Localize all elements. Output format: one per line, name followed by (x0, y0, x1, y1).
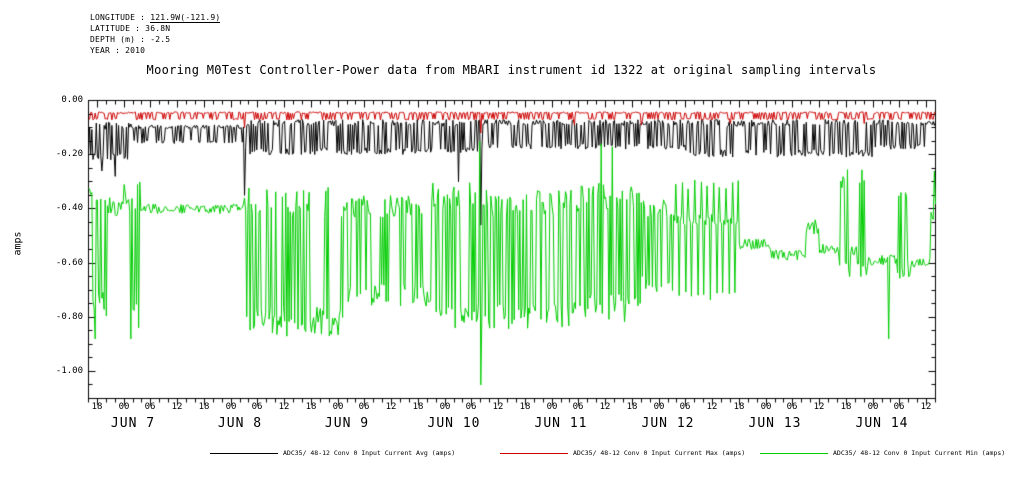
x-tick-label: 12 (599, 402, 611, 412)
legend-label-max: ADC35/ 48-12 Conv 0 Input Current Max (a… (573, 449, 746, 457)
y-tick-label: -1.00 (55, 366, 83, 376)
legend-label-avg: ADC35/ 48-12 Conv 0 Input Current Avg (a… (283, 449, 456, 457)
x-tick-label: 18 (733, 402, 745, 412)
x-tick-label: 00 (225, 402, 237, 412)
legend-item-min: ADC35/ 48-12 Conv 0 Input Current Min (a… (760, 449, 1005, 457)
x-tick-label: 12 (492, 402, 504, 412)
x-tick-label: 12 (706, 402, 718, 412)
x-tick-label: 18 (626, 402, 638, 412)
x-tick-label: 06 (465, 402, 477, 412)
y-tick-label: -0.80 (55, 312, 83, 322)
x-tick-label: 18 (412, 402, 424, 412)
x-tick-label: 18 (91, 402, 103, 412)
x-tick-label: 12 (385, 402, 397, 412)
x-tick-label: 06 (358, 402, 370, 412)
date-label: JUN 11 (534, 416, 588, 431)
x-tick-label: 06 (572, 402, 584, 412)
y-tick-label: -0.20 (55, 149, 83, 159)
date-label: JUN 13 (748, 416, 802, 431)
legend-swatch-avg (210, 452, 278, 454)
x-tick-label: 00 (439, 402, 451, 412)
x-tick-label: 18 (198, 402, 210, 412)
x-tick-label: 12 (278, 402, 290, 412)
x-tick-label: 00 (332, 402, 344, 412)
y-tick-label: 0.00 (61, 95, 83, 105)
date-label: JUN 10 (427, 416, 481, 431)
x-tick-label: 06 (251, 402, 263, 412)
x-tick-label: 18 (840, 402, 852, 412)
date-label: JUN 14 (855, 416, 909, 431)
y-tick-label: -0.60 (55, 258, 83, 268)
x-tick-label: 12 (920, 402, 932, 412)
x-tick-label: 12 (171, 402, 183, 412)
date-label: JUN 12 (641, 416, 695, 431)
date-label: JUN 8 (217, 416, 263, 431)
x-tick-label: 06 (679, 402, 691, 412)
x-tick-label: 00 (653, 402, 665, 412)
y-tick-label: -0.40 (55, 203, 83, 213)
legend-item-max: ADC35/ 48-12 Conv 0 Input Current Max (a… (500, 449, 745, 457)
x-tick-label: 00 (760, 402, 772, 412)
x-tick-label: 06 (786, 402, 798, 412)
x-tick-label: 06 (144, 402, 156, 412)
legend-label-min: ADC35/ 48-12 Conv 0 Input Current Min (a… (833, 449, 1006, 457)
legend-swatch-max (500, 452, 568, 454)
x-tick-label: 12 (813, 402, 825, 412)
legend-item-avg: ADC35/ 48-12 Conv 0 Input Current Avg (a… (210, 449, 455, 457)
x-tick-label: 00 (118, 402, 130, 412)
x-tick-label: 18 (519, 402, 531, 412)
date-label: JUN 9 (324, 416, 370, 431)
date-label: JUN 7 (110, 416, 156, 431)
x-tick-label: 00 (546, 402, 558, 412)
x-tick-label: 00 (867, 402, 879, 412)
legend-swatch-min (760, 452, 828, 454)
x-tick-label: 06 (893, 402, 905, 412)
legend: ADC35/ 48-12 Conv 0 Input Current Avg (a… (0, 449, 1009, 463)
x-tick-label: 18 (305, 402, 317, 412)
